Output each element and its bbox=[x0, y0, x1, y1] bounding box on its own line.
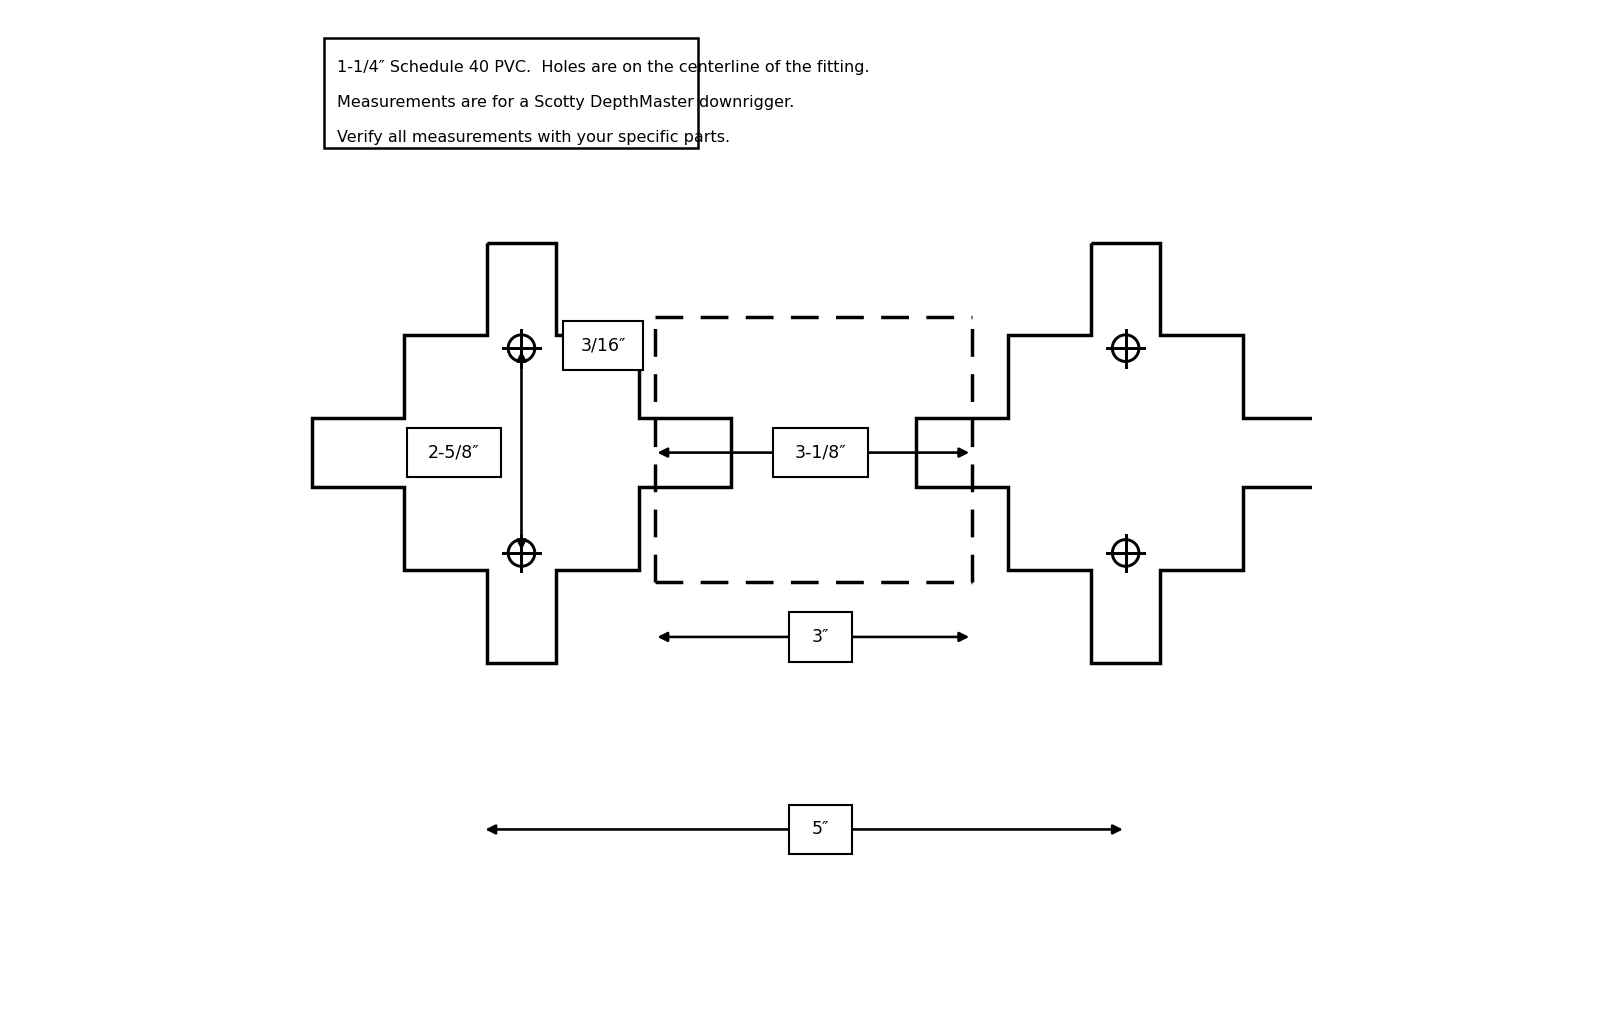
Text: 3″: 3″ bbox=[811, 628, 829, 646]
Bar bbox=[406, 428, 501, 477]
Bar bbox=[789, 612, 853, 662]
Text: 5″: 5″ bbox=[811, 820, 829, 839]
Bar bbox=[789, 805, 853, 854]
Text: 3/16″: 3/16″ bbox=[581, 336, 626, 354]
Text: 2-5/8″: 2-5/8″ bbox=[429, 443, 480, 462]
Bar bbox=[323, 38, 698, 148]
Text: 1-1/4″ Schedule 40 PVC.  Holes are on the centerline of the fitting.: 1-1/4″ Schedule 40 PVC. Holes are on the… bbox=[338, 60, 870, 76]
Text: 3-1/8″: 3-1/8″ bbox=[795, 443, 846, 462]
Text: Verify all measurements with your specific parts.: Verify all measurements with your specif… bbox=[338, 130, 730, 145]
Bar bbox=[773, 428, 867, 477]
Text: Measurements are for a Scotty DepthMaster downrigger.: Measurements are for a Scotty DepthMaste… bbox=[338, 95, 795, 111]
Bar bbox=[563, 321, 643, 370]
